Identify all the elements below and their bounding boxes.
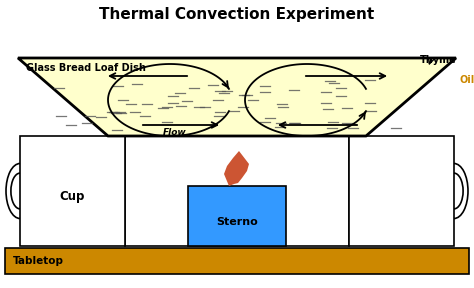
Text: Sterno: Sterno	[216, 217, 258, 227]
Bar	[188, 186, 286, 246]
Text: Thyme: Thyme	[420, 55, 457, 65]
Text: Tabletop: Tabletop	[13, 256, 64, 266]
Polygon shape	[18, 58, 456, 136]
Bar	[125, 136, 349, 246]
Text: Thermal Convection Experiment: Thermal Convection Experiment	[100, 7, 374, 22]
Polygon shape	[224, 151, 249, 186]
Text: Glass Bread Loaf Dish: Glass Bread Loaf Dish	[26, 63, 146, 73]
Bar	[20, 136, 125, 246]
Bar	[5, 248, 469, 274]
Bar	[349, 136, 454, 246]
Text: Oil: Oil	[460, 75, 474, 85]
Text: Flow: Flow	[163, 128, 187, 137]
Text: Cup: Cup	[60, 190, 85, 203]
